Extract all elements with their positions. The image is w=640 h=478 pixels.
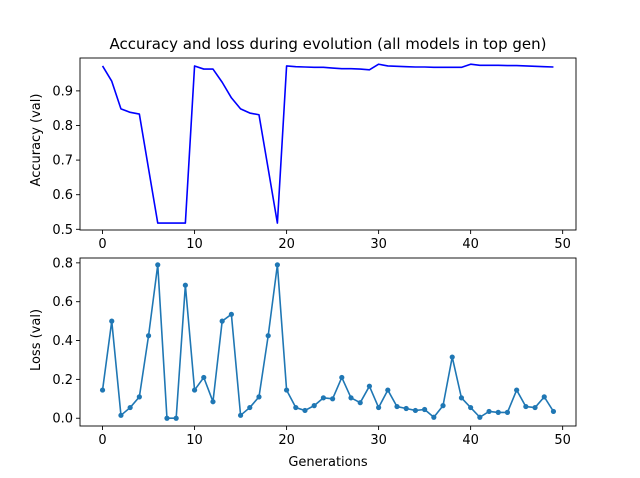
loss-x-tick-label: 10: [186, 433, 203, 448]
accuracy-x-axis: 0 10 20 30 40 50: [98, 230, 571, 252]
accuracy-y-tick-label: 0.6: [52, 188, 73, 203]
loss-data-point: [127, 404, 133, 411]
loss-y-tick-label: 0.6: [52, 295, 73, 310]
loss-data-point: [550, 408, 557, 415]
loss-data-point: [422, 406, 428, 413]
loss-data-point: [274, 262, 280, 268]
loss-data-point: [118, 412, 124, 418]
loss-y-axis-label: Loss (val): [29, 309, 44, 371]
loss-data-point: [182, 282, 188, 288]
accuracy-y-tick-label: 0.5: [52, 223, 73, 238]
loss-data-point: [173, 415, 179, 421]
chart-title: Accuracy and loss during evolution (all …: [110, 35, 547, 53]
loss-x-axis-label: Generations: [288, 455, 368, 470]
loss-subplot: 0 10 20 30 40 50 0.0 0.2 0.4 0.6 0.8 Loss (val) G…: [29, 256, 577, 470]
loss-data-point: [109, 318, 115, 324]
loss-y-tick-label: 0.0: [52, 412, 73, 427]
loss-data-point: [191, 387, 198, 393]
loss-data-point: [523, 403, 529, 410]
accuracy-x-tick-label: 40: [462, 237, 479, 252]
loss-data-point: [210, 399, 216, 405]
loss-data-point: [541, 394, 547, 400]
accuracy-y-tick-label: 0.7: [52, 154, 73, 169]
loss-data-point: [155, 262, 161, 268]
loss-y-tick-label: 0.4: [52, 334, 73, 349]
loss-data-point: [504, 409, 511, 415]
loss-data-point: [330, 396, 336, 402]
loss-data-point: [366, 383, 373, 389]
accuracy-x-tick-label: 0: [98, 237, 106, 252]
accuracy-y-tick-label: 0.9: [52, 84, 73, 99]
loss-data-point: [201, 374, 207, 381]
loss-data-point: [486, 408, 492, 415]
loss-data-point: [532, 404, 538, 411]
accuracy-x-tick-label: 30: [370, 237, 387, 252]
loss-x-axis: 0 10 20 30 40 50: [98, 426, 571, 448]
accuracy-x-tick-label: 20: [278, 237, 295, 252]
loss-data-point: [440, 403, 446, 409]
loss-data-point: [99, 387, 106, 393]
loss-data-point: [320, 395, 326, 401]
loss-data-point: [283, 387, 290, 393]
accuracy-x-tick-label: 50: [554, 237, 571, 252]
loss-data-point: [376, 404, 382, 411]
loss-data-point: [412, 407, 419, 414]
loss-data-point: [219, 318, 225, 324]
accuracy-y-tick-label: 0.8: [52, 119, 73, 134]
loss-data-point: [348, 395, 354, 401]
accuracy-series: [101, 63, 554, 224]
loss-data-point: [293, 404, 299, 411]
loss-data-point: [495, 409, 501, 415]
loss-x-tick-label: 0: [98, 433, 106, 448]
loss-data-point: [247, 404, 253, 411]
accuracy-y-axis: 0.5 0.6 0.7 0.8 0.9: [52, 84, 80, 238]
accuracy-y-axis-label: Accuracy (val): [29, 94, 44, 187]
loss-data-point: [468, 404, 474, 411]
loss-x-tick-label: 50: [554, 433, 571, 448]
loss-data-point: [164, 415, 170, 421]
loss-x-tick-label: 20: [278, 433, 295, 448]
loss-data-point: [237, 412, 244, 418]
loss-series-line: [101, 263, 555, 420]
loss-data-point: [311, 403, 317, 409]
loss-data-point: [256, 394, 262, 400]
accuracy-x-tick-label: 10: [186, 237, 203, 252]
loss-x-tick-label: 40: [462, 433, 479, 448]
loss-data-point: [403, 405, 409, 412]
loss-data-point: [514, 387, 520, 393]
loss-data-point: [136, 394, 142, 400]
loss-data-point: [302, 407, 308, 414]
loss-data-point: [449, 354, 455, 360]
loss-y-axis: 0.0 0.2 0.4 0.6 0.8: [52, 256, 80, 427]
loss-data-point: [394, 403, 400, 410]
loss-data-point: [431, 414, 437, 420]
loss-data-point: [228, 311, 234, 317]
loss-series: [99, 262, 557, 421]
loss-data-point: [339, 374, 345, 381]
loss-x-tick-label: 30: [370, 433, 387, 448]
loss-data-point: [357, 400, 363, 406]
loss-data-point: [145, 333, 152, 339]
loss-data-point: [477, 414, 483, 420]
loss-data-point: [385, 387, 391, 393]
accuracy-subplot: Accuracy and loss during evolution (all …: [29, 35, 577, 252]
accuracy-series-line: [101, 63, 554, 224]
loss-plot-frame: [79, 257, 577, 427]
loss-y-tick-label: 0.2: [52, 373, 73, 388]
loss-data-point: [265, 333, 271, 339]
loss-y-tick-label: 0.8: [52, 256, 73, 271]
loss-data-point: [458, 395, 465, 401]
accuracy-plot-frame: [79, 57, 577, 231]
